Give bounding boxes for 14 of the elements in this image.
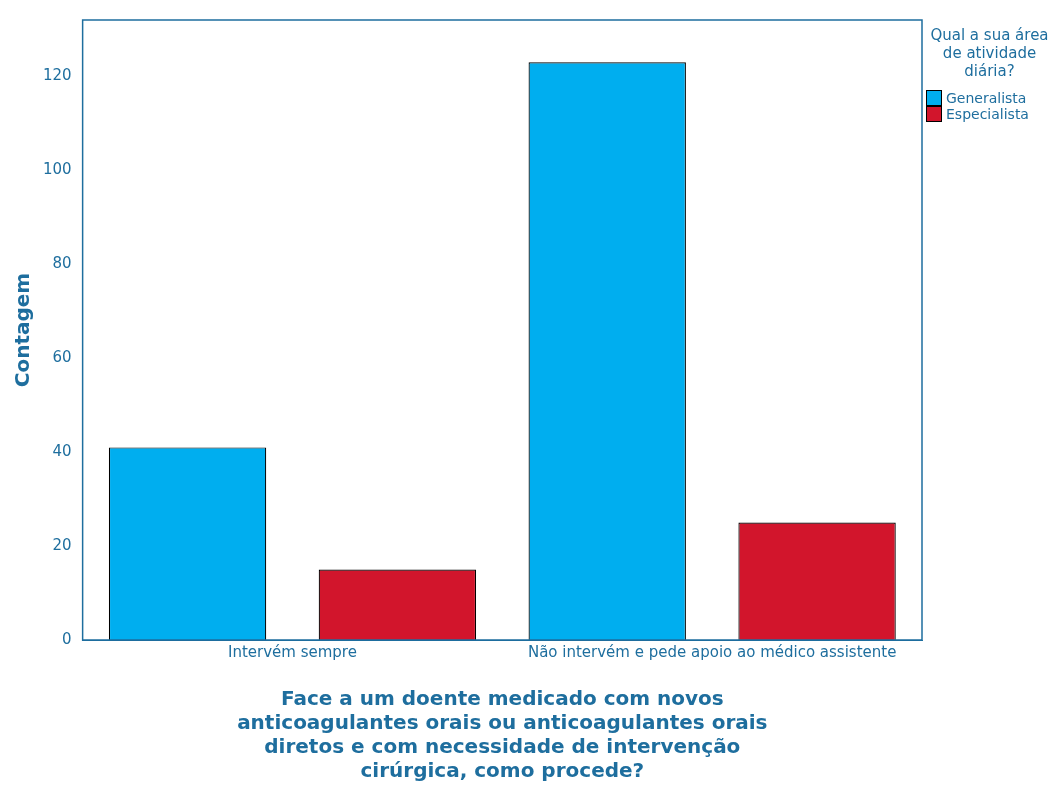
legend-label: Especialista [946, 106, 1029, 122]
y-tick-label: 0 [62, 629, 72, 648]
y-tick-label: 40 [52, 442, 72, 461]
y-tick-label: 60 [52, 348, 72, 367]
y-tick-label: 80 [52, 254, 72, 273]
y-tick-label: 120 [42, 66, 72, 85]
legend-title: Qual a sua área de atividade diária? [929, 26, 1050, 80]
y-tick-label: 100 [42, 160, 72, 179]
x-tick-label: Intervém sempre [228, 642, 357, 661]
y-axis-title: Contagem [10, 272, 35, 388]
x-tick-label: Não intervém e pede apoio ao médico assistente [527, 642, 897, 661]
x-axis-title: Face a um doente medicado com novos anticoagulantes orais ou anticoagulantes orais diretos e com necessidade de intervenção cirúrgica, como procede? [237, 686, 768, 783]
y-tick-label: 20 [52, 535, 72, 554]
legend-label: Generalista [946, 90, 1027, 106]
